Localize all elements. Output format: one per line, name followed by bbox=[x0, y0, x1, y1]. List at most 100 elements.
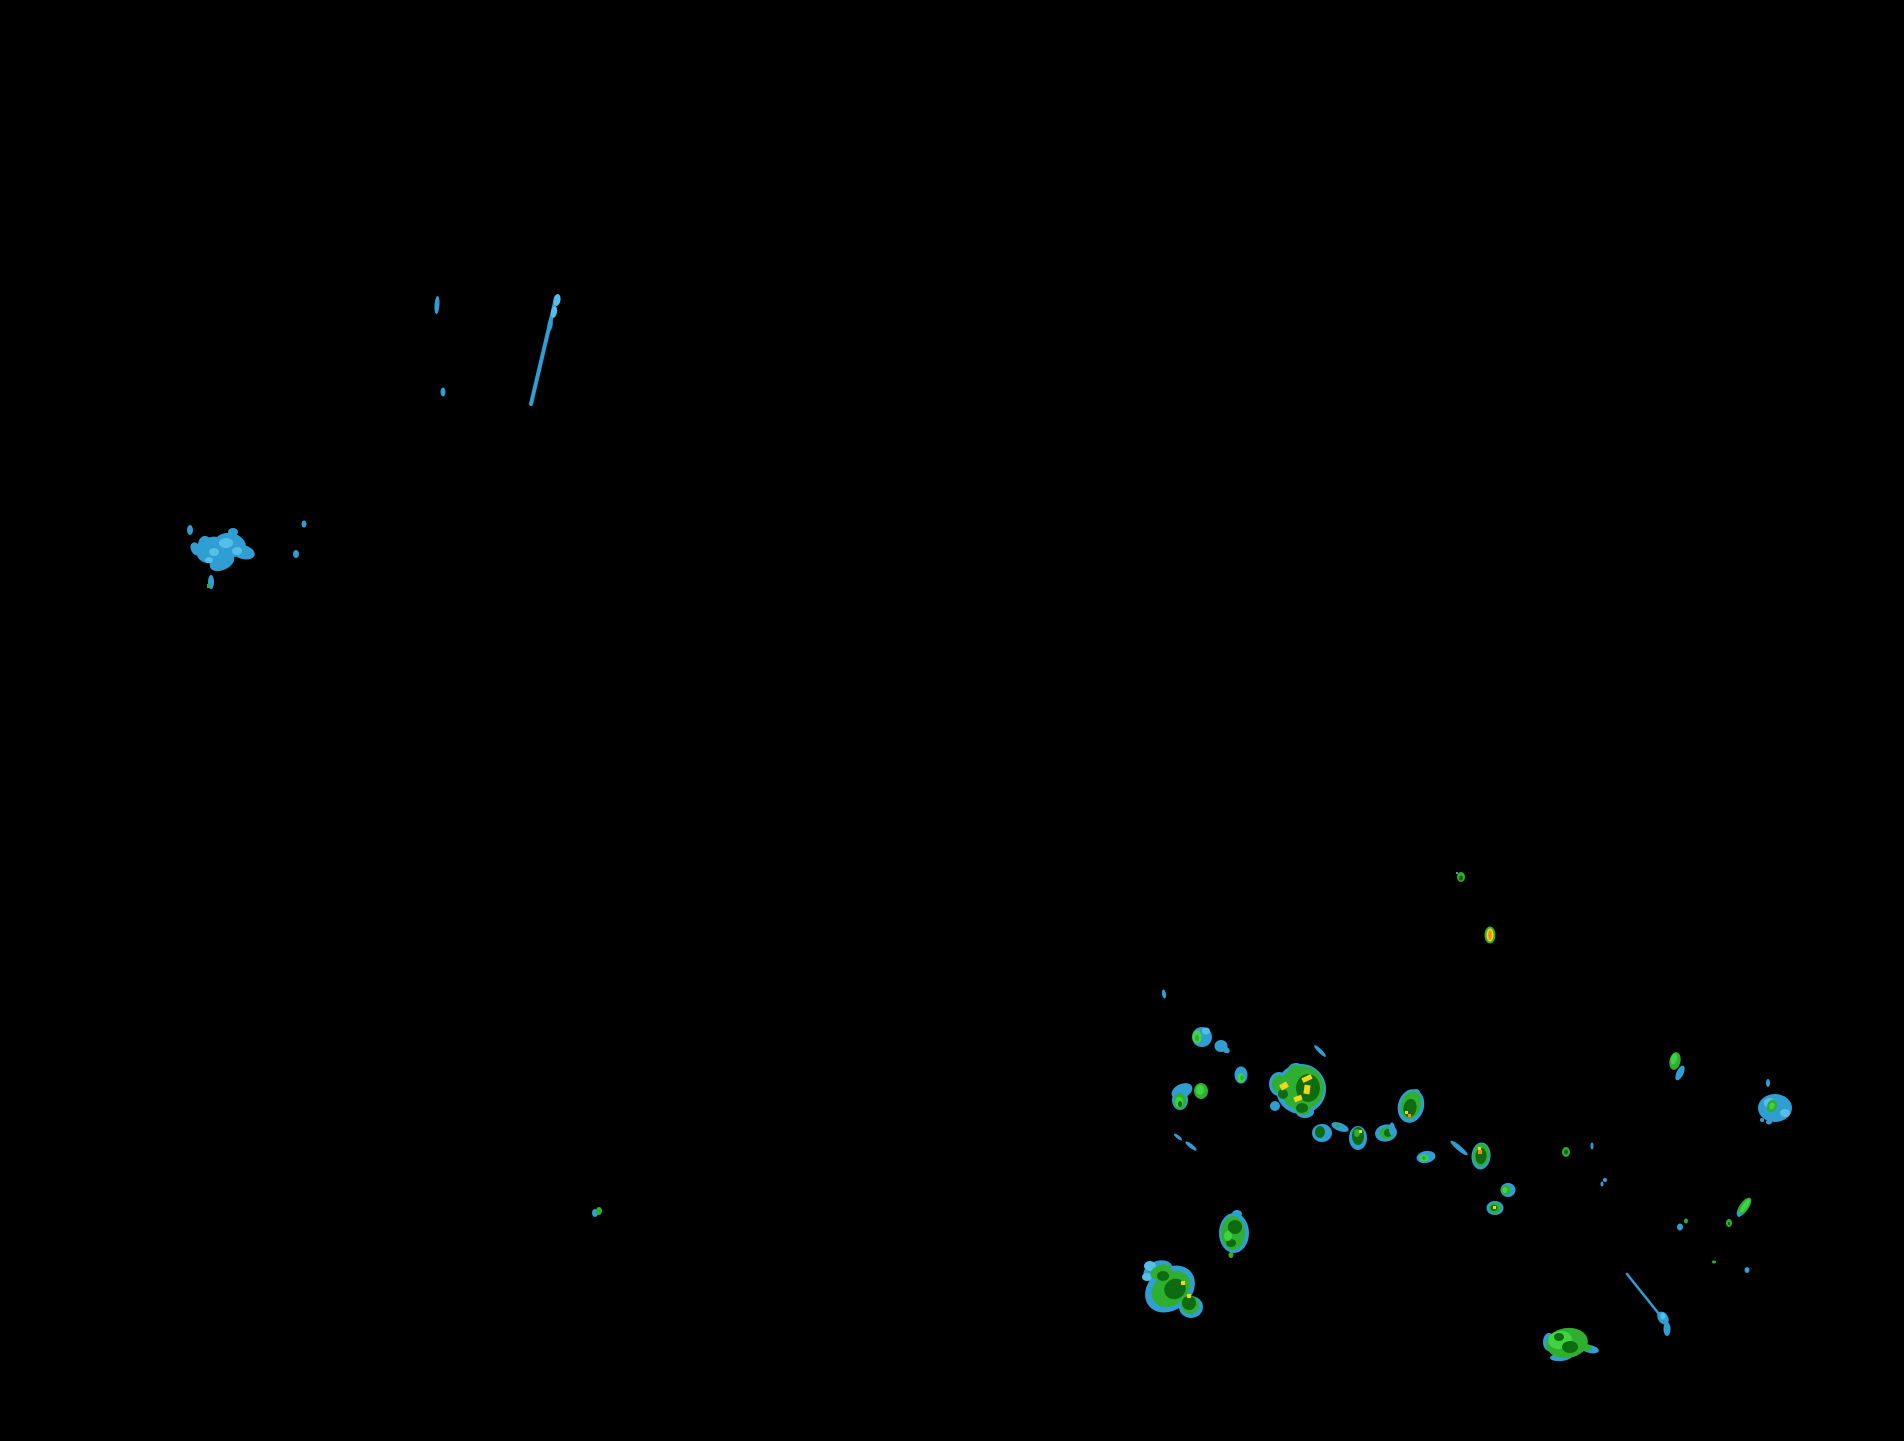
radar-echo-green bbox=[1228, 1252, 1234, 1258]
radar-cell-se-dash-b bbox=[1314, 1045, 1326, 1057]
radar-echo-blue bbox=[1737, 1211, 1741, 1217]
radar-echo-blue_light bbox=[209, 548, 219, 556]
radar-cell-se-cell-i bbox=[1397, 1089, 1425, 1123]
radar-echo-blue bbox=[440, 387, 446, 397]
radar-cell-se-cell-c bbox=[1234, 1066, 1248, 1084]
radar-echo-blue bbox=[301, 520, 307, 528]
radar-cell-nw-speck-a bbox=[187, 525, 193, 535]
radar-echo-blue_light bbox=[550, 306, 558, 318]
radar-cell-far-east-green-dash bbox=[1736, 1197, 1752, 1217]
radar-echo-orange bbox=[1488, 930, 1492, 940]
radar-echo-blue bbox=[1625, 1272, 1661, 1316]
radar-echo-blue bbox=[1389, 1122, 1395, 1136]
radar-echo-green bbox=[1195, 1035, 1199, 1041]
radar-echo-green_dark bbox=[1228, 1220, 1242, 1234]
radar-cell-se-cell-g bbox=[1349, 1126, 1367, 1150]
radar-cell-se-blue-streak bbox=[1625, 1272, 1671, 1336]
radar-cell-north-dash bbox=[434, 296, 440, 314]
radar-cell-se-cell-k bbox=[1471, 1142, 1491, 1170]
radar-echo-blue bbox=[293, 550, 299, 558]
radar-echo-green bbox=[207, 584, 210, 588]
radar-echo-blue bbox=[1222, 1046, 1230, 1054]
radar-echo-yellow bbox=[1303, 1084, 1311, 1095]
radar-echo-green_bright bbox=[1769, 1102, 1775, 1110]
radar-echo-green bbox=[1354, 1129, 1360, 1137]
radar-cell-se-cell-e bbox=[1171, 1083, 1193, 1110]
radar-cell-se-dashes bbox=[1173, 1133, 1197, 1151]
radar-cell-south-speck bbox=[592, 1207, 602, 1217]
radar-echo-green_dark bbox=[1554, 1333, 1564, 1341]
radar-echo-blue_light bbox=[553, 294, 561, 306]
radar-echo-blue bbox=[187, 525, 193, 535]
radar-echo-green_dark bbox=[1728, 1222, 1730, 1225]
radar-cell-nw-dot-a bbox=[301, 520, 307, 528]
radar-echo-yellow bbox=[1359, 1130, 1362, 1133]
radar-echo-yellow bbox=[1478, 1147, 1481, 1150]
radar-cell-south-storm bbox=[1142, 1260, 1203, 1318]
radar-echo-blue bbox=[1760, 1118, 1764, 1122]
radar-cell-south-cell-a bbox=[1219, 1210, 1249, 1258]
radar-echo-blue bbox=[1677, 1223, 1683, 1231]
radar-echo-blue_light bbox=[1202, 1027, 1210, 1035]
radar-echo-blue bbox=[1603, 1178, 1607, 1182]
radar-cell-nw-cluster-tail bbox=[207, 575, 214, 589]
radar-cell-se-cell-f bbox=[1312, 1122, 1349, 1142]
radar-cell-south-cell-b bbox=[1543, 1327, 1599, 1362]
radar-echo-green_dark bbox=[1164, 1278, 1186, 1300]
radar-echo-green_dark bbox=[1182, 1296, 1196, 1310]
radar-cell-far-east-blue-blob bbox=[1758, 1094, 1792, 1125]
radar-echo-blue bbox=[434, 296, 440, 314]
radar-echo-green bbox=[1289, 1065, 1301, 1077]
radar-echo-yellow bbox=[1181, 1281, 1185, 1285]
radar-cell-east-dot-green bbox=[1456, 872, 1465, 882]
radar-echo-green_dark bbox=[1178, 1101, 1182, 1107]
radar-cell-se-cell-l bbox=[1500, 1183, 1516, 1197]
radar-echo-green_dark bbox=[1296, 1103, 1308, 1113]
radar-echo-blue bbox=[1663, 1322, 1671, 1336]
radar-echo-blue bbox=[1173, 1133, 1183, 1141]
radar-echo-blue bbox=[1161, 989, 1167, 999]
radar-echo-blue bbox=[1331, 1122, 1349, 1132]
radar-echo-green_dark bbox=[1315, 1126, 1325, 1138]
radar-echo-yellow bbox=[1301, 1074, 1313, 1083]
radar-echo-blue bbox=[1675, 1065, 1685, 1081]
radar-cell-north-dot bbox=[440, 387, 446, 397]
radar-echo-blue bbox=[1456, 872, 1458, 874]
radar-echo-blue_light bbox=[219, 538, 233, 548]
radar-cell-se-dot-blue bbox=[1603, 1178, 1607, 1182]
radar-echo-green_dark bbox=[1459, 875, 1463, 881]
radar-echo-blue bbox=[209, 552, 235, 572]
radar-cell-se-dash-a bbox=[1161, 989, 1167, 999]
radar-echo-blue_light bbox=[1660, 1312, 1666, 1320]
radar-echo-orange bbox=[1478, 1150, 1482, 1154]
radar-echo-yellow bbox=[1279, 1081, 1289, 1091]
radar-echo-green bbox=[1336, 1124, 1340, 1128]
radar-echo-blue_light bbox=[1144, 1261, 1156, 1271]
radar-echo-green bbox=[596, 1207, 602, 1215]
radar-echo-yellow bbox=[1405, 1111, 1408, 1114]
radar-echo-green bbox=[1578, 1343, 1592, 1351]
radar-cell-se-speck-left bbox=[1389, 1122, 1395, 1136]
radar-echo-blue_light bbox=[232, 547, 242, 555]
radar-echo-green_bright bbox=[1224, 1231, 1232, 1241]
radar-cell-se-cell-b bbox=[1214, 1040, 1230, 1054]
radar-echo-blue bbox=[1185, 1141, 1197, 1151]
radar-cell-far-east-donut bbox=[1726, 1219, 1732, 1227]
radar-cell-east-cell-yellow-dash bbox=[1484, 926, 1496, 944]
radar-cell-se-dash-c bbox=[1450, 1140, 1468, 1156]
radar-cell-se-cell-a bbox=[1192, 1027, 1212, 1047]
radar-echo-orange bbox=[1408, 1114, 1411, 1117]
radar-cell-north-streak bbox=[529, 294, 561, 406]
radar-echo-green_dark bbox=[1157, 1271, 1169, 1281]
radar-echo-blue bbox=[1270, 1101, 1280, 1111]
radar-cell-se-dash-d bbox=[1590, 1142, 1594, 1150]
radar-echo-green_dark bbox=[1562, 1341, 1578, 1353]
radar-echo-green bbox=[1240, 1075, 1244, 1081]
radar-echo-blue_light bbox=[1142, 1273, 1152, 1281]
radar-echo-green_bright bbox=[1739, 1199, 1751, 1213]
radar-echo-blue bbox=[1450, 1140, 1468, 1156]
radar-echo-blue bbox=[198, 536, 212, 554]
